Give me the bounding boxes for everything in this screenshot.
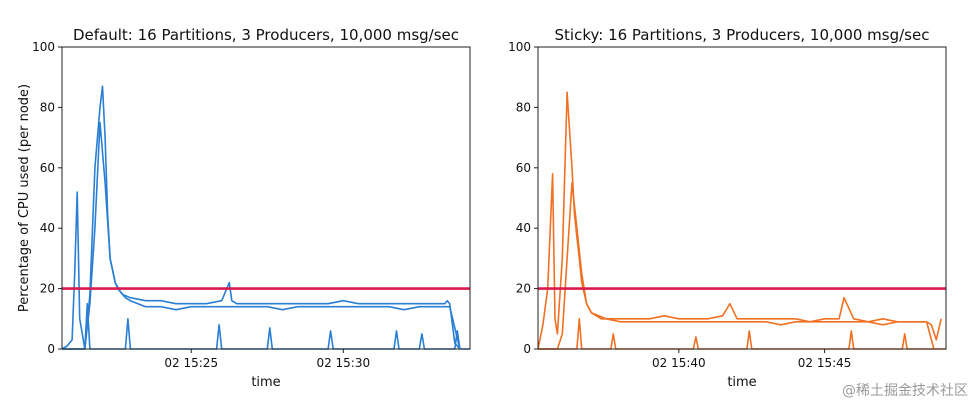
x-tick-label: 02 15:30 [316, 356, 370, 370]
watermark: @稀土掘金技术社区 [842, 383, 968, 399]
x-axis-label: time [727, 375, 756, 390]
y-tick-label: 20 [516, 282, 531, 296]
series-line-2 [538, 317, 946, 350]
plot-frame [61, 46, 471, 350]
y-tick-label: 40 [516, 221, 531, 235]
y-tick-label: 100 [32, 40, 55, 54]
shared-y-axis-label: Percentage of CPU used (per node) [17, 84, 32, 312]
series-line-2 [62, 302, 470, 350]
default-partitioner-chart: 0 20 40 60 80 100 02 15:25 02 15:30 Default: 16 … [32, 26, 471, 390]
series-line-1 [62, 121, 461, 350]
chart-title: Default: 16 Partitions, 3 Producers, 10,… [73, 26, 459, 44]
y-tick-label: 60 [40, 161, 55, 175]
y-tick-label: 0 [523, 342, 531, 356]
y-tick-label: 20 [40, 282, 55, 296]
x-axis-label: time [251, 375, 280, 390]
y-tick-label: 40 [40, 221, 55, 235]
y-tick-label: 100 [508, 40, 531, 54]
x-tick-label: 02 15:25 [164, 356, 218, 370]
y-tick-label: 80 [516, 100, 531, 114]
series-line-0 [537, 91, 942, 350]
series-line-1 [538, 182, 935, 350]
y-tick-label: 0 [47, 342, 55, 356]
sticky-partitioner-chart: 0 20 40 60 80 100 02 15:40 02 15:45 Sticky: 16 P… [508, 26, 947, 390]
y-tick-label: 60 [516, 161, 531, 175]
y-tick-label: 80 [40, 100, 55, 114]
plot-frame [537, 46, 947, 350]
chart-title: Sticky: 16 Partitions, 3 Producers, 10,0… [555, 26, 930, 44]
x-tick-label: 02 15:45 [798, 356, 852, 370]
x-tick-label: 02 15:40 [652, 356, 706, 370]
